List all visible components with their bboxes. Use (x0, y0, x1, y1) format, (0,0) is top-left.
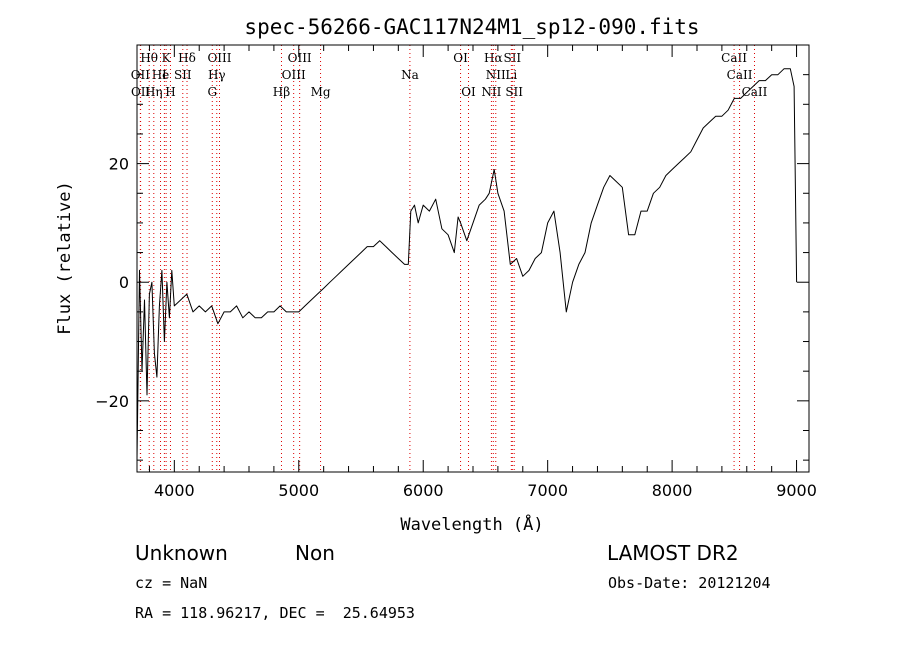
x-tick-label-4: 8000 (652, 481, 693, 500)
spectral-line-label-3: OIII (207, 51, 231, 65)
spectral-line-label-12: SII (174, 68, 192, 82)
spectral-line-label-2: Hδ (178, 51, 196, 65)
spectral-line-label-0: Hθ (140, 51, 158, 65)
y-tick-label-1: 0 (119, 273, 129, 292)
spectral-line-label-21: H (165, 85, 175, 99)
y-tick-label-0: −20 (95, 392, 129, 411)
spectral-line-label-17: Li (505, 68, 517, 82)
x-tick-label-2: 6000 (403, 481, 444, 500)
redshift-label: cz = NaN (135, 574, 208, 592)
spectral-line-label-11: I (162, 68, 167, 82)
spectral-line-label-14: OIII (282, 68, 306, 82)
spectral-line-label-19: OII (131, 85, 151, 99)
spectral-line-label-27: SII (505, 85, 523, 99)
spectral-line-label-4: OIII (288, 51, 312, 65)
x-tick-label-5: 9000 (776, 481, 817, 500)
spectral-line-label-10: He (152, 68, 170, 82)
spectral-line-label-23: Hβ (273, 85, 290, 99)
subclass-label: Non (295, 541, 335, 565)
y-tick-label-2: 20 (109, 155, 129, 174)
spectral-line-label-15: Na (401, 68, 419, 82)
obs-date-label: Obs-Date: 20121204 (608, 574, 771, 592)
x-tick-label-3: 7000 (527, 481, 568, 500)
spectral-line-markers: HθKHδOIIIOIIIOIHαSIICaIIOIIHeISIIHγOIIIN… (131, 45, 768, 472)
classification-label: Unknown (135, 541, 228, 565)
x-tick-label-1: 5000 (278, 481, 319, 500)
spectral-line-label-5: OI (453, 51, 468, 65)
chart-title: spec-56266-GAC117N24M1_sp12-090.fits (244, 15, 699, 39)
spectral-line-label-20: Hη (145, 85, 163, 99)
spectral-line-label-22: G (207, 85, 217, 99)
spectral-line-label-18: CaII (727, 68, 753, 82)
axis-ticks: 4000 5000 6000 7000 8000 9000 −20 0 20 (95, 45, 817, 500)
spectral-line-label-16: NII (486, 68, 506, 82)
series-layer (136, 68, 798, 461)
spectral-line-label-25: OI (461, 85, 476, 99)
spectral-line-label-24: Mg (311, 85, 331, 99)
y-axis-label: Flux (relative) (55, 181, 75, 335)
spectral-line-label-28: CaII (742, 85, 768, 99)
x-axis-label: Wavelength (Å) (400, 513, 543, 535)
survey-label: LAMOST DR2 (607, 541, 739, 565)
spectral-line-label-13: Hγ (208, 68, 226, 82)
plot-frame (136, 44, 810, 473)
x-tick-label-0: 4000 (154, 481, 195, 500)
spectral-line-label-7: SII (503, 51, 521, 65)
spectral-line-label-26: NII (481, 85, 501, 99)
spectral-line-label-1: K (162, 51, 172, 65)
series-line-0 (136, 68, 798, 461)
coordinates-label: RA = 118.96217, DEC = 25.64953 (135, 604, 415, 622)
spectral-line-label-6: Hα (484, 51, 503, 65)
spectral-line-label-8: CaII (721, 51, 747, 65)
